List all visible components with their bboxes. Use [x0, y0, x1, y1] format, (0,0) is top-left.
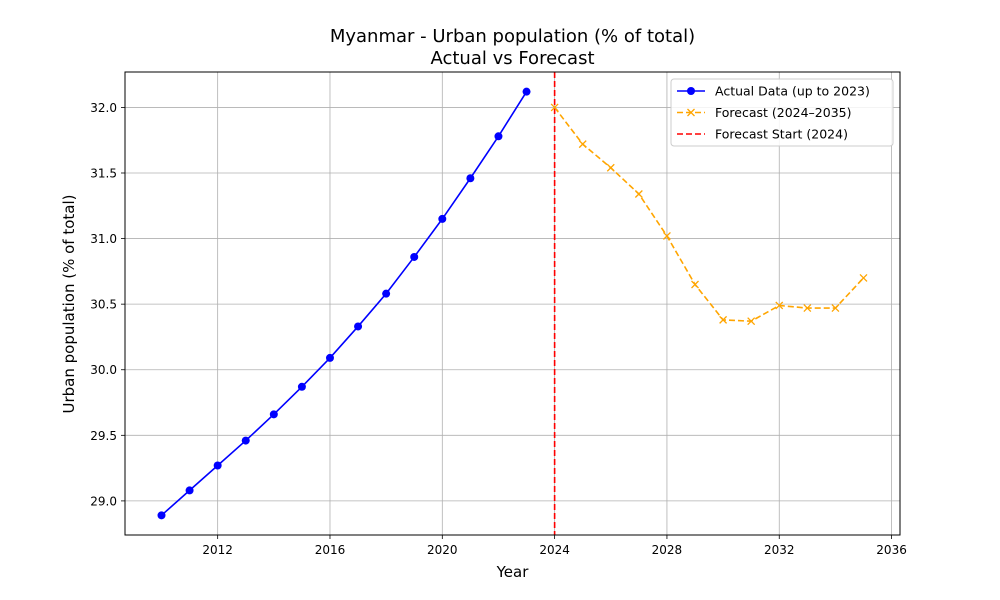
actual-data-point: [297, 382, 306, 391]
chart-subtitle: Actual vs Forecast: [430, 48, 594, 69]
actual-data-point: [494, 132, 503, 141]
forecast-data-point: [747, 317, 756, 326]
forecast-data-point: [606, 163, 615, 172]
actual-data-point: [213, 461, 222, 470]
forecast-data-point: [775, 301, 784, 310]
x-tick-label: 2016: [315, 543, 346, 557]
actual-data-point: [269, 410, 278, 419]
chart-title: Myanmar - Urban population (% of total): [330, 26, 695, 47]
forecast-data-point: [662, 231, 671, 240]
actual-series-line: [160, 91, 528, 516]
actual-data-point: [185, 486, 194, 495]
y-axis-label: Urban population (% of total): [60, 195, 78, 414]
forecast-data-point: [550, 103, 559, 112]
legend-label: Forecast Start (2024): [715, 127, 848, 142]
actual-data-point: [354, 322, 363, 331]
forecast-data-point: [859, 273, 868, 282]
y-tick-label: 29.0: [90, 494, 117, 508]
x-tick-label: 2020: [427, 543, 458, 557]
actual-data-point: [325, 353, 334, 362]
grid-lines: [125, 72, 900, 535]
actual-data-point: [410, 252, 419, 261]
y-tick-label: 32.0: [90, 101, 117, 115]
y-tick-label: 31.0: [90, 232, 117, 246]
x-axis-label: Year: [496, 563, 530, 581]
y-tick-label: 31.5: [90, 166, 117, 180]
y-tick-label: 30.0: [90, 363, 117, 377]
forecast-data-point: [719, 315, 728, 324]
y-tick-label: 29.5: [90, 429, 117, 443]
x-axis-ticks: 2012 2016 2020 2024 2028 2032 2036: [202, 535, 907, 557]
forecast-data-point: [803, 304, 812, 313]
x-tick-label: 2028: [652, 543, 683, 557]
forecast-data-point: [578, 140, 587, 149]
plot-area-frame: [124, 71, 901, 536]
x-tick-label: 2032: [764, 543, 795, 557]
forecast-data-point: [691, 280, 699, 289]
data-series: [157, 87, 868, 520]
x-tick-label: 2012: [202, 543, 233, 557]
actual-data-point: [382, 289, 391, 298]
y-tick-label: 30.5: [90, 298, 117, 312]
x-tick-label: 2024: [539, 543, 570, 557]
forecast-data-point: [831, 304, 840, 313]
forecast-series-line: [553, 106, 865, 323]
legend-swatch-marker: [687, 108, 695, 117]
legend: Actual Data (up to 2023) Forecast (2024–2…: [670, 78, 894, 147]
legend-label: Actual Data (up to 2023): [715, 84, 870, 99]
x-tick-label: 2036: [876, 543, 907, 557]
actual-data-point: [466, 174, 475, 183]
y-axis-ticks: 29.0 29.5 30.0 30.5 31.0 31.5 32.0: [90, 101, 125, 508]
legend-label: Forecast (2024–2035): [715, 105, 852, 120]
forecast-data-point: [634, 190, 643, 198]
actual-data-point: [522, 87, 531, 96]
actual-data-point: [241, 436, 250, 445]
legend-box: [670, 78, 894, 147]
actual-data-point: [438, 214, 447, 223]
legend-swatch-marker: [687, 87, 695, 95]
actual-data-point: [157, 511, 166, 520]
